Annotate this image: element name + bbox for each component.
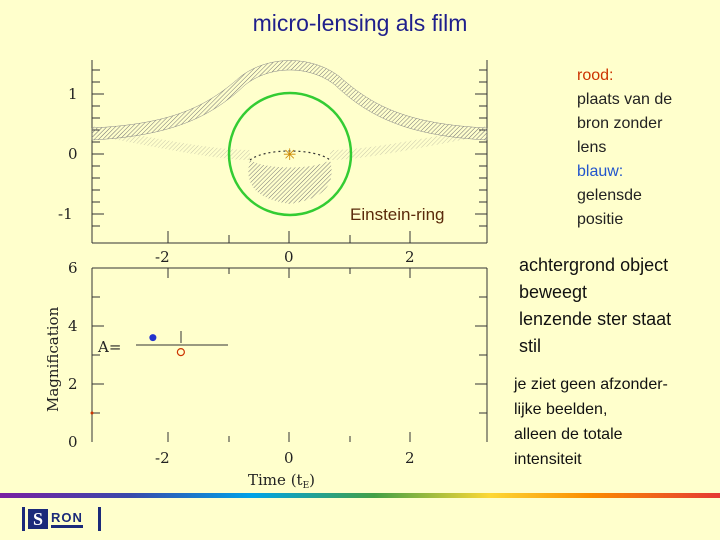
x-axis-title: Time (tE) [248, 471, 315, 491]
einstein-ring [227, 91, 353, 217]
lensed-image-band-lower [92, 126, 250, 160]
top-ytick-1: 1 [68, 85, 78, 103]
note-intensity: je ziet geen afzonder- lijke beelden, al… [514, 372, 668, 472]
note-intensity-line-2: lijke beelden, [514, 401, 608, 418]
bottom-ytick-0: 0 [68, 433, 78, 451]
logo-letter: S [28, 509, 48, 529]
note-motion-line-2: beweegt [519, 282, 588, 302]
logo-text: RON [51, 510, 83, 528]
legend: rood: plaats van de bron zonder lens bla… [577, 64, 672, 232]
source-star-icon: ✳ [283, 147, 296, 164]
edge-mark [90, 411, 94, 415]
legend-red-line-1: plaats van de [577, 91, 673, 108]
y-axis-title: Magnification [44, 306, 62, 412]
note-intensity-line-3: alleen de totale [514, 426, 623, 443]
mid-xtick-2: 2 [405, 248, 415, 266]
mid-xtick-0: 0 [284, 248, 294, 266]
note-motion-line-4: stil [519, 336, 541, 356]
legend-red-line-2: bron zonder [577, 115, 663, 132]
note-intensity-line-1: je ziet geen afzonder- [514, 376, 668, 393]
top-panel: 1 0 -1 ✳ Einstein-ring [58, 60, 488, 244]
bottom-ytick-2: 2 [68, 375, 78, 393]
source-flux-point [176, 348, 185, 357]
page-title: micro-lensing als film [252, 10, 468, 36]
legend-blue-word: blauw: [577, 163, 624, 180]
legend-blue-line-1: gelensde [577, 187, 642, 204]
magnification-formula-label: A= [97, 338, 121, 356]
note-motion-line-3: lenzende ster staat [519, 309, 672, 329]
x-axis-unit-close: ) [309, 471, 315, 489]
legend-blue-line-2: positie [577, 211, 624, 228]
legend-red-line-3: lens [577, 139, 607, 156]
note-motion: achtergrond object beweegt lenzende ster… [519, 252, 671, 360]
rainbow-divider [0, 493, 720, 498]
sron-logo: S RON [22, 507, 101, 531]
legend-red-word: rood: [577, 67, 614, 84]
bottom-y-ticks [92, 296, 487, 414]
x-axis-unit: (t [291, 471, 303, 489]
top-ytick-neg1: -1 [58, 205, 73, 223]
bottom-ytick-6: 6 [68, 259, 78, 277]
bottom-panel: -2 0 2 6 4 2 0 -2 0 2 Magnification Time… [44, 248, 488, 491]
mid-xtick-neg2: -2 [155, 248, 170, 266]
bottom-xtick-0: 0 [284, 449, 294, 467]
bottom-x-ticks [167, 268, 411, 442]
bottom-ytick-4: 4 [68, 317, 78, 335]
lensed-image-band [91, 60, 488, 141]
einstein-ring-label: Einstein-ring [350, 205, 445, 224]
note-motion-line-1: achtergrond object [519, 255, 669, 275]
bottom-xtick-2: 2 [405, 449, 415, 467]
top-x-ticks [167, 231, 411, 243]
top-ytick-0: 0 [68, 145, 78, 163]
inner-image-lobe [248, 160, 332, 204]
lensed-image-band-lower-right [330, 126, 487, 160]
inner-dotted-path [249, 150, 331, 161]
lensed-flux-point [149, 334, 157, 342]
bottom-xtick-neg2: -2 [155, 449, 170, 467]
x-axis-title-word: Time [248, 471, 286, 489]
note-intensity-line-4: intensiteit [514, 451, 582, 468]
x-axis-unit-sub: E [303, 481, 310, 491]
